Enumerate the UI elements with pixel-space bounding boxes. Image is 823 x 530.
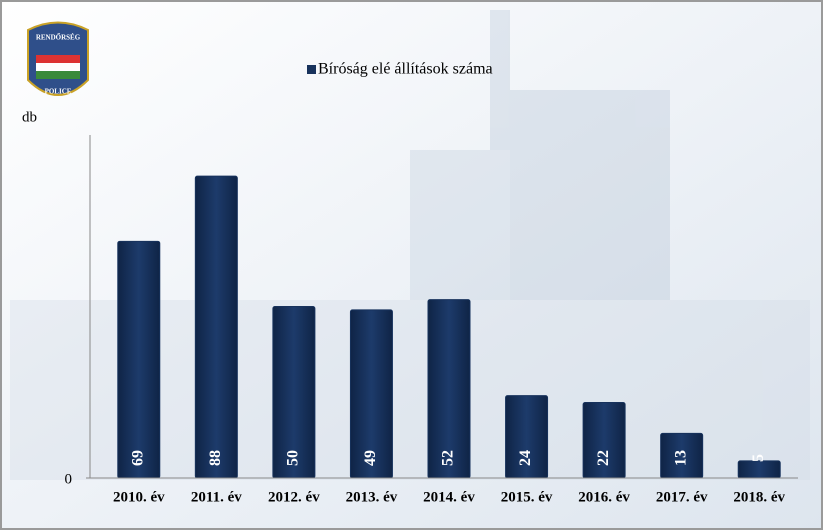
value-label: 22	[595, 450, 612, 466]
value-label: 24	[517, 450, 534, 466]
x-tick-label: 2015. év	[501, 489, 553, 505]
legend-label: Bíróság elé állítások száma	[318, 61, 493, 78]
y-tick-label: 0	[65, 471, 73, 487]
x-tick-label: 2016. év	[578, 489, 630, 505]
value-label: 69	[129, 450, 146, 466]
bar	[194, 175, 238, 479]
x-tick-label: 2010. év	[113, 489, 165, 505]
value-label: 49	[362, 450, 379, 466]
x-tick-label: 2017. év	[656, 489, 708, 505]
x-tick-label: 2013. év	[346, 489, 398, 505]
bar	[737, 460, 781, 479]
value-label: 13	[672, 450, 689, 466]
x-tick-label: 2011. év	[191, 489, 242, 505]
value-label: 88	[207, 450, 224, 466]
bar	[117, 240, 161, 479]
y-axis-label: db	[22, 109, 37, 125]
logo: RENDŐRSÉG POLICE	[27, 21, 89, 96]
x-tick-label: 2012. év	[268, 489, 320, 505]
logo-bottom: POLICE	[45, 88, 72, 96]
value-label: 5	[750, 454, 767, 462]
logo-top: RENDŐRSÉG	[36, 34, 81, 42]
legend-swatch	[307, 65, 316, 74]
x-tick-label: 2014. év	[423, 489, 475, 505]
x-tick-label: 2018. év	[733, 489, 785, 505]
value-label: 52	[440, 450, 457, 466]
value-label: 50	[285, 450, 302, 466]
